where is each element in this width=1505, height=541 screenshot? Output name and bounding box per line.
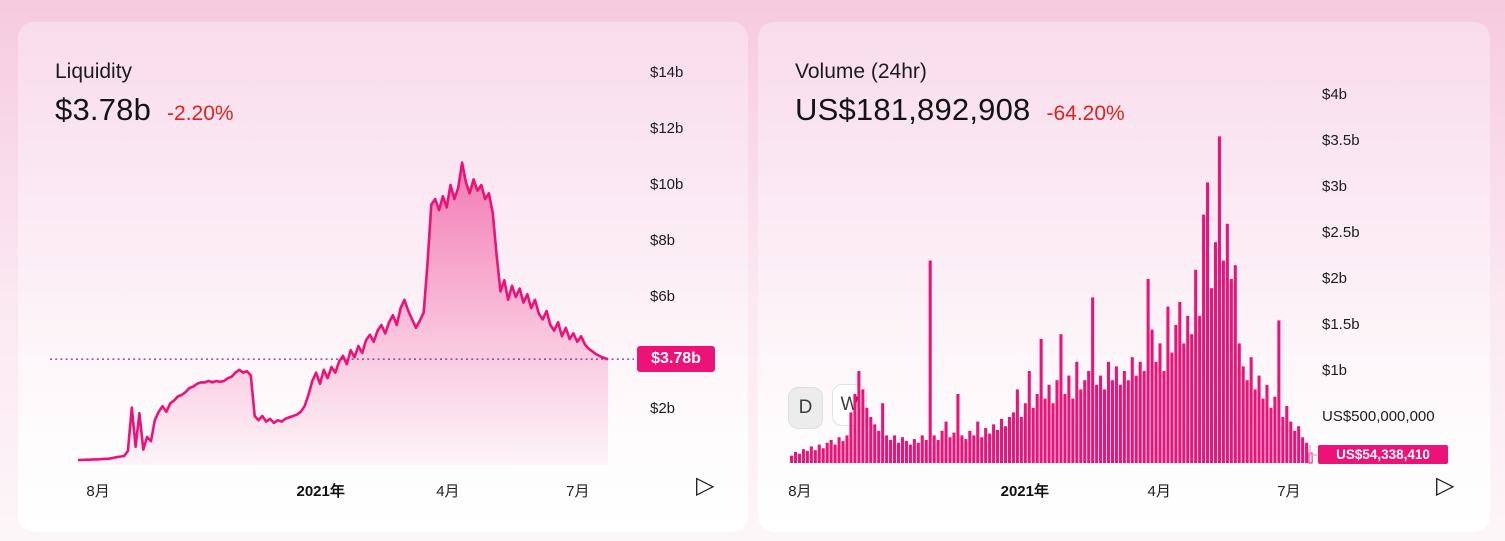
liquidity-card: Liquidity $3.78b -2.20% $14b $12b $10b $8b $… [18, 22, 748, 532]
liquidity-value-row: $3.78b -2.20% [55, 92, 234, 128]
y-axis-tick-label: $10b [650, 176, 684, 193]
x-axis-tick-label: 8月 [788, 483, 812, 500]
y-axis-tick-label: $3.5b [1322, 132, 1360, 149]
x-axis-tick-label: 8月 [86, 483, 110, 500]
volume-value: US$181,892,908 [795, 92, 1031, 127]
x-axis-tick-label: 7月 [1277, 483, 1301, 500]
y-axis-tick-label: $3b [1322, 178, 1348, 195]
volume-title: Volume (24hr) [795, 60, 927, 83]
y-axis-tick-label: $12b [650, 120, 684, 137]
y-axis-tick-label: $2b [1322, 270, 1348, 287]
liquidity-change: -2.20% [167, 102, 234, 125]
y-axis-tick-label: $2b [650, 400, 676, 417]
y-axis-tick-label: $8b [650, 232, 676, 249]
liquidity-current-badge: $3.78b [637, 346, 715, 372]
y-axis-tick-label: $2.5b [1322, 224, 1360, 241]
play-forward-icon[interactable]: ▷ [1436, 472, 1455, 499]
x-axis-tick-label: 7月 [566, 483, 590, 500]
liquidity-title: Liquidity [55, 60, 133, 83]
x-axis-tick-label: 2021年 [296, 483, 345, 500]
x-axis-tick-label: 4月 [1147, 483, 1171, 500]
y-axis-tick-label: $14b [650, 64, 684, 81]
x-axis-tick-label: 4月 [436, 483, 460, 500]
range-button-d[interactable]: D [788, 387, 823, 429]
play-forward-icon[interactable]: ▷ [696, 472, 715, 499]
y-axis-tick-label: $1.5b [1322, 316, 1360, 333]
volume-current-badge: US$54,338,410 [1318, 445, 1448, 464]
y-axis-tick-label: $1b [1322, 362, 1348, 379]
y-axis-tick-label: $4b [1322, 86, 1348, 103]
volume-change: -64.20% [1046, 102, 1125, 125]
range-button-w[interactable]: W [832, 384, 867, 426]
liquidity-value: $3.78b [55, 92, 152, 127]
y-axis-tick-label: $6b [650, 288, 676, 305]
y-axis-tick-label: US$500,000,000 [1322, 408, 1435, 425]
volume-value-row: US$181,892,908 -64.20% [795, 92, 1125, 128]
x-axis-tick-label: 2021年 [1000, 483, 1049, 500]
